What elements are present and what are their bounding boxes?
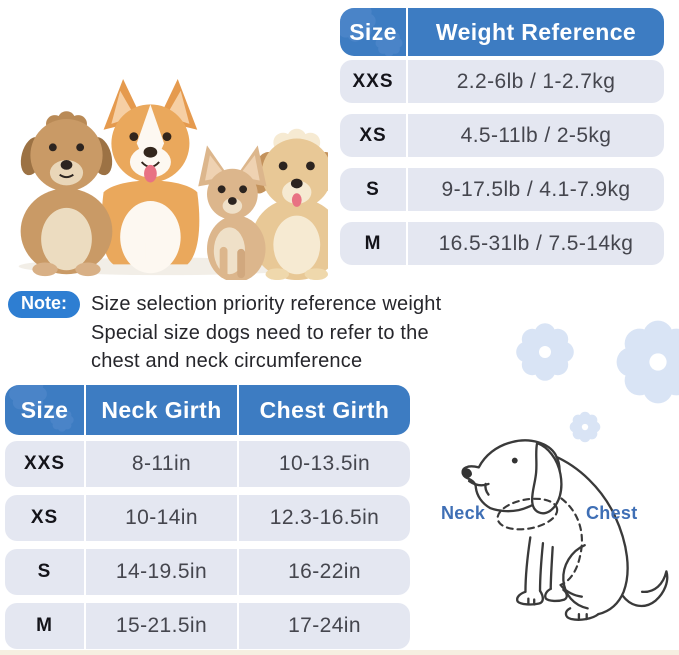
size-cell: S: [340, 168, 408, 211]
neck-cell: 10-14in: [86, 495, 239, 541]
chest-label: Chest: [586, 503, 638, 523]
dogs-photo: [18, 79, 328, 280]
flower-icon: [612, 316, 679, 408]
table-row: XS 4.5-11lb / 2-5kg: [340, 114, 664, 157]
neck-cell: 15-21.5in: [86, 603, 239, 649]
bottom-edge-strip: [0, 650, 679, 655]
weight-header-size: Size: [340, 8, 408, 56]
weight-cell: 16.5-31lb / 7.5-14kg: [438, 231, 634, 255]
chest-cell: 17-24in: [288, 614, 361, 637]
table-row: M 15-21.5in 17-24in: [5, 603, 410, 649]
girth-header-neck: Neck Girth: [86, 385, 239, 435]
table-row: XS 10-14in 12.3-16.5in: [5, 495, 410, 541]
table-row: S 9-17.5lb / 4.1-7.9kg: [340, 168, 664, 211]
note-line: chest and neck circumference: [91, 350, 363, 372]
flower-icon: [513, 320, 577, 384]
chest-cell: 10-13.5in: [278, 452, 371, 475]
girth-header-chest: Chest Girth: [259, 396, 390, 423]
girth-table: Size Neck Girth Chest Girth XXS 8-11in 1…: [5, 385, 410, 655]
size-cell: S: [5, 549, 86, 595]
girth-table-header: Size Neck Girth Chest Girth: [5, 385, 410, 435]
table-row: XXS 2.2-6lb / 1-2.7kg: [340, 60, 664, 103]
terrier-puppy-illustration: [20, 111, 113, 277]
note-badge: Note:: [8, 291, 80, 318]
weight-header-weight: Weight Reference: [435, 18, 637, 45]
neck-cell: 14-19.5in: [86, 549, 239, 595]
girth-header-size: Size: [5, 385, 86, 435]
size-cell: XS: [340, 114, 408, 157]
weight-table-header: Size Weight Reference: [340, 8, 664, 56]
weight-cell: 2.2-6lb / 1-2.7kg: [456, 69, 616, 93]
size-cell: XXS: [340, 60, 408, 103]
note-text: Size selection priority reference weight…: [91, 290, 441, 376]
size-cell: M: [5, 603, 86, 649]
weight-cell: 9-17.5lb / 4.1-7.9kg: [441, 177, 631, 201]
size-cell: XXS: [5, 441, 86, 487]
corgi-illustration: [101, 79, 200, 274]
size-cell: XS: [5, 495, 86, 541]
neck-label: Neck: [441, 503, 486, 523]
weight-reference-table: Size Weight Reference XXS 2.2-6lb / 1-2.…: [340, 8, 664, 276]
chest-cell: 12.3-16.5in: [269, 506, 380, 529]
weight-cell: 4.5-11lb / 2-5kg: [460, 123, 612, 147]
note-section: Note: Size selection priority reference …: [8, 290, 441, 376]
chihuahua-illustration: [198, 145, 267, 280]
table-row: M 16.5-31lb / 7.5-14kg: [340, 222, 664, 265]
dog-measurement-diagram: [461, 439, 669, 621]
chest-cell: 16-22in: [288, 560, 361, 583]
note-line: Size selection priority reference weight: [91, 293, 442, 315]
size-cell: M: [340, 222, 408, 265]
neck-cell: 8-11in: [86, 441, 239, 487]
table-row: S 14-19.5in 16-22in: [5, 549, 410, 595]
note-line: Special size dogs need to refer to the: [91, 321, 429, 344]
table-row: XXS 8-11in 10-13.5in: [5, 441, 410, 487]
